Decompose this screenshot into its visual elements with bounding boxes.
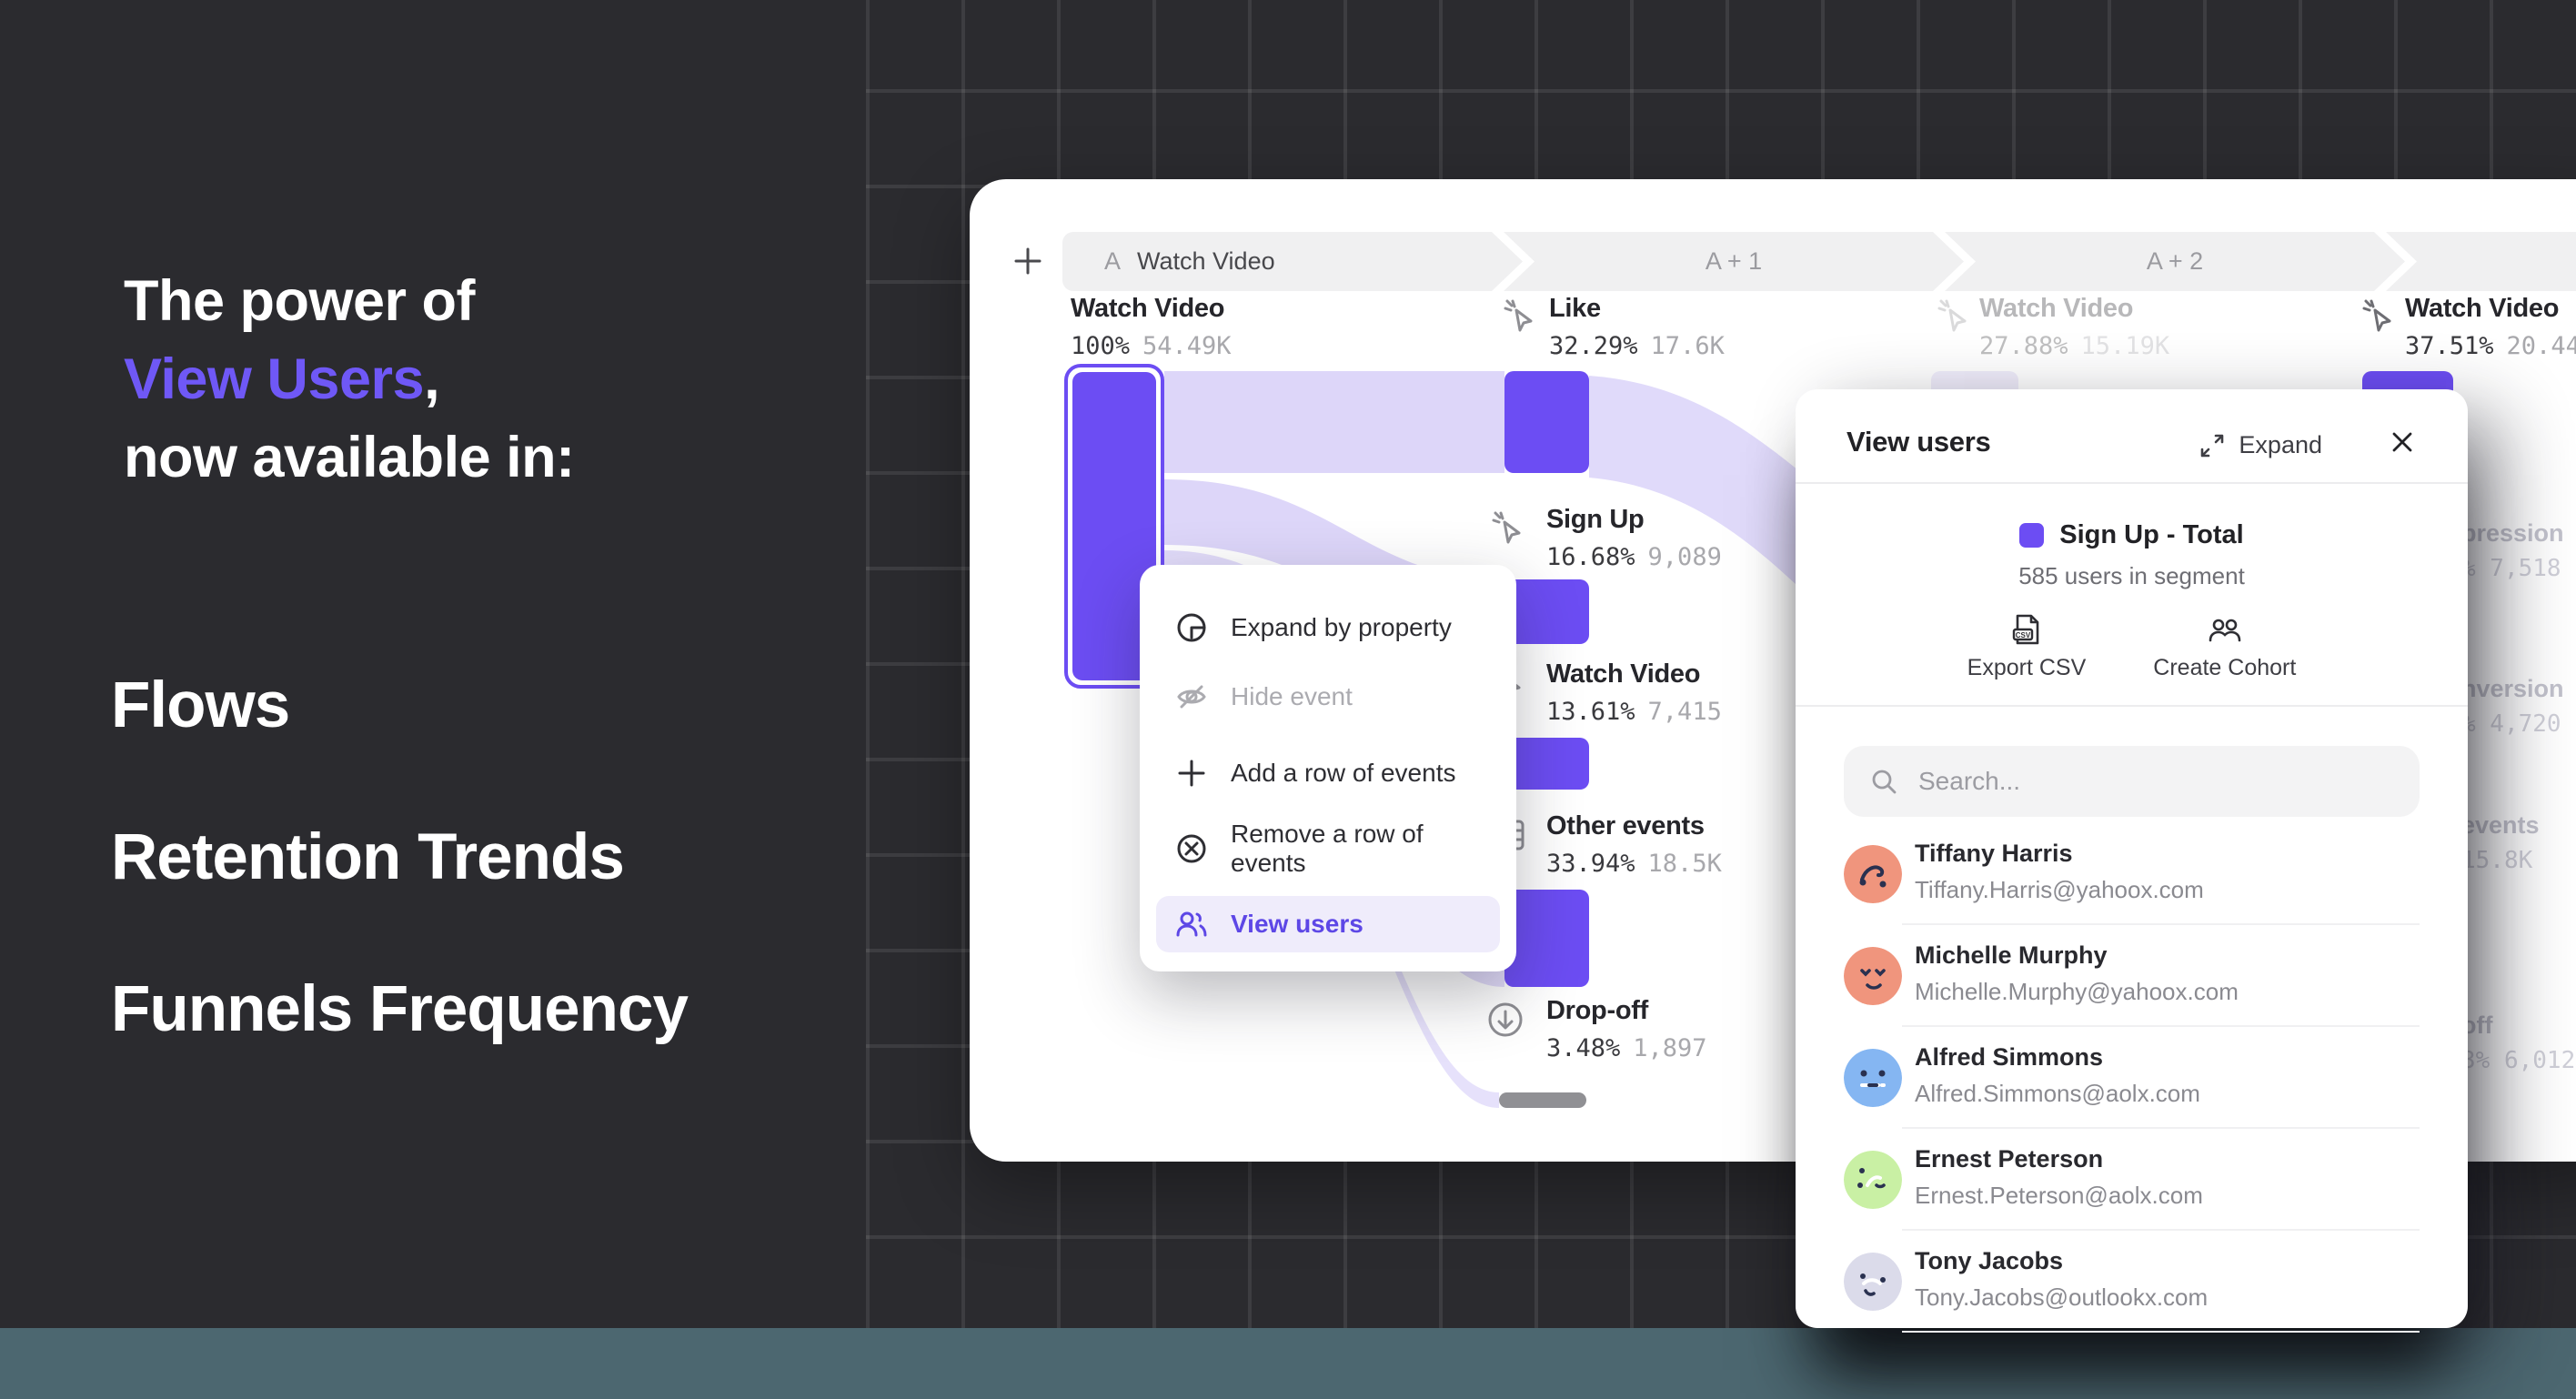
feature-list: Flows Retention Trends Funnels Frequency xyxy=(111,669,689,1129)
cursor-click-icon xyxy=(1492,511,1521,544)
row-label-watch-video[interactable]: Watch Video 13.61% 7,415 xyxy=(1546,659,1722,726)
headline-line1: The power of xyxy=(124,269,476,333)
column-header-watch-video-2: Watch Video 27.88% 15.19K xyxy=(1979,294,2170,360)
avatar xyxy=(1844,845,1902,903)
add-step-button[interactable] xyxy=(1008,241,1048,281)
expand-label: Expand xyxy=(2239,431,2322,458)
segment-row: Sign Up - Total xyxy=(1796,520,2468,550)
modal-header: View users Expand xyxy=(1796,389,2468,482)
people-group-icon xyxy=(2209,619,2241,642)
search-icon xyxy=(1872,770,1897,794)
row-divider xyxy=(1902,1025,2420,1027)
avatar xyxy=(1844,1253,1902,1311)
bottom-teal-band xyxy=(0,1328,2576,1399)
funnel-bar-watch-video[interactable] xyxy=(1504,738,1589,790)
modal-divider-2 xyxy=(1796,705,2468,707)
user-row-tiffany-harris[interactable]: Tiffany Harris Tiffany.Harris@yahoox.com xyxy=(1844,823,2420,925)
marketing-panel: The power of View Users, now available i… xyxy=(124,262,833,497)
event-context-menu: Expand by property Hide event Add a row … xyxy=(1140,565,1516,971)
menu-item-add-row-of-events[interactable]: Add a row of events xyxy=(1156,745,1500,801)
feature-funnels-frequency: Funnels Frequency xyxy=(111,973,689,1045)
row-label-drop-off: Drop-off 3.48% 1,897 xyxy=(1546,996,1707,1062)
search-input[interactable]: Search... xyxy=(1844,746,2420,817)
headline-accent: View Users xyxy=(124,347,425,411)
circle-x-icon xyxy=(1177,834,1206,863)
create-cohort-button[interactable]: Create Cohort xyxy=(2153,611,2296,681)
menu-item-hide-event[interactable]: Hide event xyxy=(1156,669,1500,725)
row-label-sign-up[interactable]: Sign Up 16.68% 9,089 xyxy=(1546,505,1722,571)
search-placeholder: Search... xyxy=(1918,767,2021,795)
feature-retention-trends: Retention Trends xyxy=(111,821,625,893)
headline: The power of View Users, now available i… xyxy=(124,262,833,497)
eye-off-icon xyxy=(1177,685,1206,709)
column-header-watch-video-3[interactable]: Watch Video 37.51%20.44K xyxy=(2405,294,2576,360)
plus-icon xyxy=(1014,247,1041,275)
cursor-click-icon xyxy=(2362,299,2391,332)
menu-item-expand-by-property[interactable]: Expand by property xyxy=(1156,599,1500,656)
user-row-tony-jacobs[interactable]: Tony Jacobs Tony.Jacobs@outlookx.com xyxy=(1844,1231,2420,1333)
tab-step-a-prefix: A xyxy=(1104,247,1122,275)
expand-button[interactable]: Expand xyxy=(2199,431,2322,459)
bg-label-conversion: nversion % 4,720 xyxy=(2461,675,2564,738)
modal-divider-1 xyxy=(1796,482,2468,484)
svg-text:CSV: CSV xyxy=(2016,631,2031,639)
row-divider xyxy=(1902,1127,2420,1129)
export-csv-button[interactable]: CSV Export CSV xyxy=(1967,611,2086,681)
expand-icon xyxy=(2201,434,2224,457)
tab-a-plus-3[interactable]: A + 3 xyxy=(2386,232,2576,291)
avatar xyxy=(1844,1049,1902,1107)
view-users-modal: View users Expand Sign Up - Total 585 us… xyxy=(1796,389,2468,1333)
cursor-click-icon xyxy=(1937,299,1967,332)
close-icon[interactable] xyxy=(2388,428,2417,457)
modal-title: View users xyxy=(1846,426,1991,458)
user-row-michelle-murphy[interactable]: Michelle Murphy Michelle.Murphy@yahoox.c… xyxy=(1844,925,2420,1027)
tab-a-plus-1[interactable]: A + 1 xyxy=(1504,232,1964,291)
tab-a-plus-2[interactable]: A + 2 xyxy=(1945,232,2405,291)
column-header-watch-video-1: Watch Video 100% 54.49K xyxy=(1071,294,1232,360)
funnel-bar-like[interactable] xyxy=(1504,371,1589,473)
column-header-like[interactable]: Like 32.29% 17.6K xyxy=(1549,294,1725,360)
modal-actions: CSV Export CSV Create Cohort xyxy=(1796,611,2468,681)
bg-label-events: events 15.8K xyxy=(2461,811,2540,874)
row-divider xyxy=(1902,1229,2420,1231)
segment-title: Sign Up - Total xyxy=(2059,520,2244,549)
plus-icon xyxy=(1178,760,1205,787)
cursor-click-icon xyxy=(1504,299,1533,332)
funnel-bar-other-events[interactable] xyxy=(1504,890,1589,987)
headline-line2: View Users, xyxy=(124,347,440,411)
arrow-down-circle-icon xyxy=(1488,1002,1523,1037)
bg-label-drop-off: off 3% 6,012 xyxy=(2461,1012,2576,1074)
avatar xyxy=(1844,947,1902,1005)
menu-item-view-users[interactable]: View users xyxy=(1156,896,1500,952)
users-icon xyxy=(1176,911,1207,937)
row-label-other-events[interactable]: Other events 33.94% 18.5K xyxy=(1546,811,1722,878)
funnel-bar-drop-off xyxy=(1499,1092,1586,1108)
tab-step-a[interactable]: A Watch Video xyxy=(1062,232,1523,291)
user-row-alfred-simmons[interactable]: Alfred Simmons Alfred.Simmons@aolx.com xyxy=(1844,1027,2420,1129)
headline-line3: now available in: xyxy=(124,426,575,489)
bg-label-impression: pression % 7,518 xyxy=(2461,519,2564,582)
csv-file-icon: CSV xyxy=(2012,614,2039,645)
row-divider xyxy=(1902,1331,2420,1333)
funnel-bar-sign-up[interactable] xyxy=(1504,579,1589,644)
tab-step-a-label: Watch Video xyxy=(1137,247,1275,275)
feature-flows: Flows xyxy=(111,669,290,741)
user-row-ernest-peterson[interactable]: Ernest Peterson Ernest.Peterson@aolx.com xyxy=(1844,1129,2420,1231)
row-divider xyxy=(1902,923,2420,925)
expand-by-property-icon xyxy=(1177,613,1206,642)
funnel-bar-selected[interactable] xyxy=(1064,364,1164,689)
segment-subtitle: 585 users in segment xyxy=(2018,562,2245,589)
menu-item-remove-row-of-events[interactable]: Remove a row of events xyxy=(1156,820,1500,877)
segment-color-swatch xyxy=(2019,523,2045,548)
avatar xyxy=(1844,1151,1902,1209)
